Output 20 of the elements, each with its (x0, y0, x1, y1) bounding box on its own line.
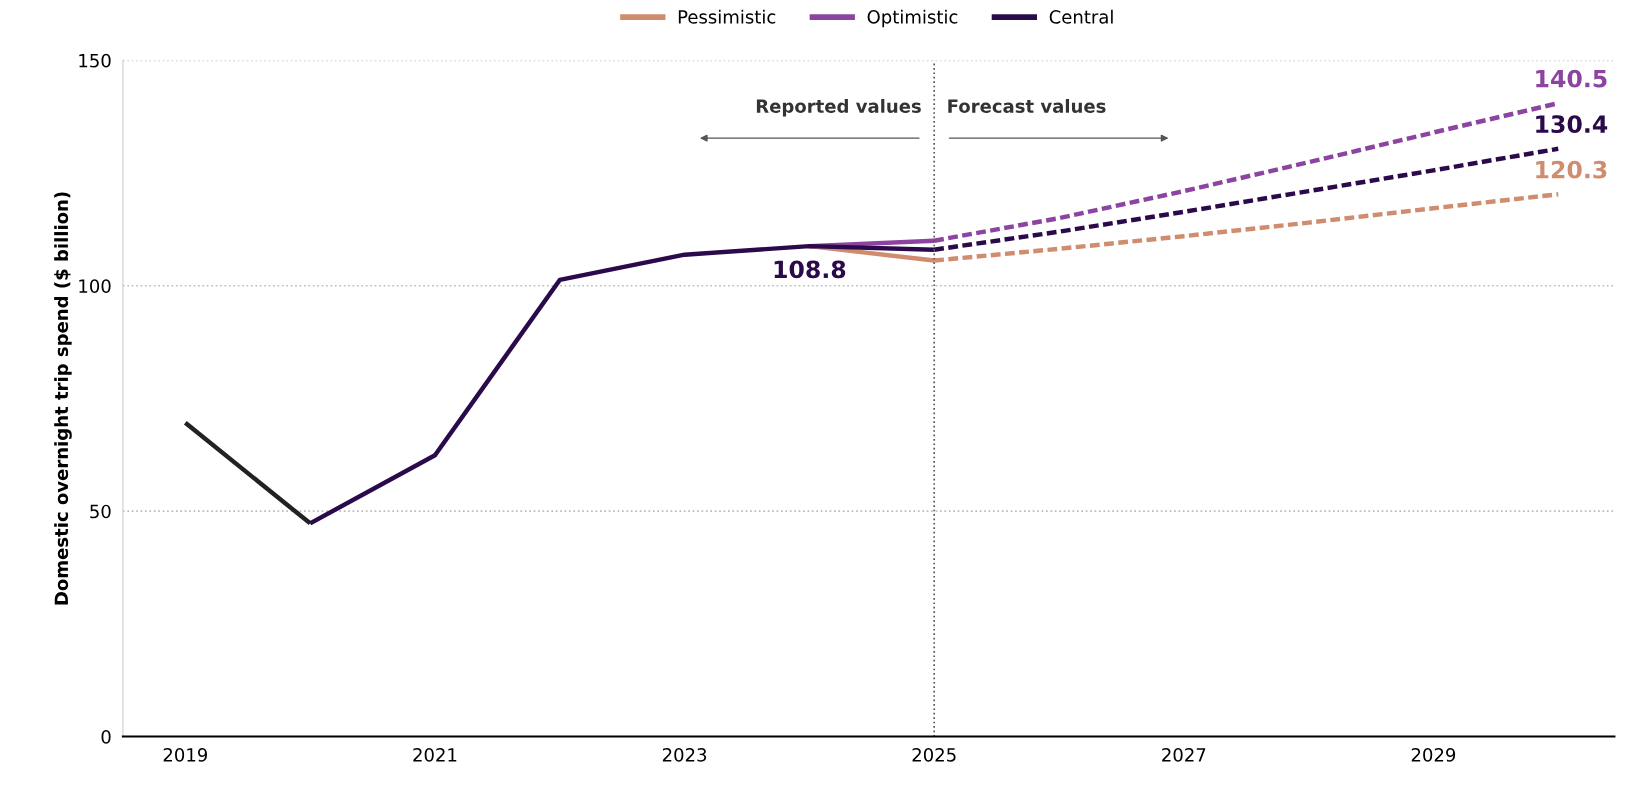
data-label: 140.5 (1536, 69, 1607, 88)
x-tick-label: 2019 (163, 748, 208, 762)
y-axis-title: Domestic overnight trip spend ($ billion) (54, 192, 72, 605)
y-tick-label: 150 (79, 53, 111, 68)
x-tick-label: 2025 (912, 748, 956, 762)
x-tick-label: 2027 (1162, 748, 1206, 762)
data-label: 108.8 (774, 260, 846, 279)
data-label: 130.4 (1536, 115, 1608, 134)
annotation: Reported values (756, 98, 921, 117)
x-tick-label: 2023 (662, 748, 707, 762)
x-tick-label: 2021 (413, 748, 457, 762)
legend-label: Central (1049, 9, 1113, 24)
y-tick-label: 0 (101, 730, 111, 744)
y-tick-label: 50 (90, 504, 111, 519)
legend-label: Pessimistic (678, 9, 776, 24)
annotation: Forecast values (948, 98, 1106, 113)
legend-label: Optimistic (867, 9, 958, 28)
y-tick-label: 100 (79, 279, 111, 293)
x-tick-label: 2029 (1411, 748, 1456, 762)
data-label: 120.3 (1536, 160, 1607, 179)
